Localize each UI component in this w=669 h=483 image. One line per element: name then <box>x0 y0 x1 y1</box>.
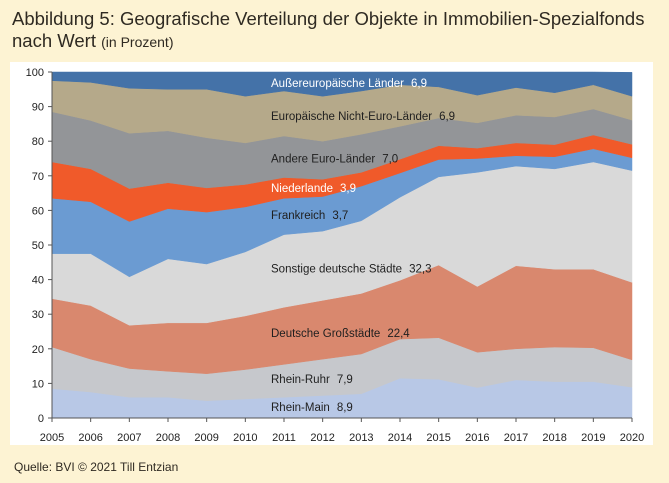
series-label: Niederlande 3,9 <box>271 183 356 195</box>
series-label-name: Rhein-Main <box>271 402 330 414</box>
series-label: Frankreich 3,7 <box>271 210 348 222</box>
series-label-value: 6,9 <box>411 78 427 90</box>
series-label-name: Außereuropäische Länder <box>271 78 404 90</box>
x-tick-label: 2007 <box>117 432 141 444</box>
series-label-name: Frankreich <box>271 210 325 222</box>
series-label: Deutsche Großstädte 22,4 <box>271 328 410 340</box>
x-tick-label: 2020 <box>620 432 644 444</box>
x-tick-label: 2008 <box>156 432 180 444</box>
area-außereuropäische-länder <box>51 71 633 97</box>
series-label-value: 32,3 <box>409 263 431 275</box>
x-tick-label: 2018 <box>542 432 566 444</box>
y-tick-label: 30 <box>32 309 44 321</box>
chart-title-unit: (in Prozent) <box>101 34 174 50</box>
x-tick-label: 2011 <box>272 432 296 444</box>
series-label: Andere Euro-Länder 7,0 <box>271 154 398 166</box>
x-tick-label: 2010 <box>233 432 257 444</box>
series-label-value: 3,7 <box>332 210 348 222</box>
series-label-value: 22,4 <box>387 328 410 340</box>
y-tick-label: 100 <box>26 67 44 79</box>
x-tick-label: 2012 <box>310 432 334 444</box>
series-label-value: 7,0 <box>382 154 398 166</box>
y-tick-label: 80 <box>32 136 44 148</box>
series-label-name: Europäische Nicht-Euro-Länder <box>271 111 432 123</box>
y-tick-label: 20 <box>32 344 44 356</box>
y-tick-label: 10 <box>32 378 44 390</box>
x-tick-label: 2016 <box>465 432 489 444</box>
series-label: Rhein-Main 8,9 <box>271 402 353 414</box>
x-tick-label: 2017 <box>504 432 528 444</box>
chart-title: Abbildung 5: Geografische Verteilung der… <box>12 8 645 51</box>
chart-title-block: Abbildung 5: Geografische Verteilung der… <box>12 8 662 53</box>
series-label: Rhein-Ruhr 7,9 <box>271 374 353 386</box>
x-tick-label: 2013 <box>349 432 373 444</box>
series-label-value: 7,9 <box>337 374 353 386</box>
series-label-name: Sonstige deutsche Städte <box>271 263 402 275</box>
y-tick-label: 0 <box>38 413 44 425</box>
x-tick-label: 2009 <box>194 432 218 444</box>
x-tick-label: 2005 <box>40 432 64 444</box>
series-label: Sonstige deutsche Städte 32,3 <box>271 263 431 275</box>
x-tick-label: 2006 <box>78 432 102 444</box>
series-label: Außereuropäische Länder 6,9 <box>271 78 427 90</box>
series-label-name: Niederlande <box>271 183 333 195</box>
x-tick-label: 2019 <box>581 432 605 444</box>
series-label-value: 6,9 <box>439 111 455 123</box>
series-label-value: 8,9 <box>337 402 353 414</box>
source-note: Quelle: BVI © 2021 Till Entzian <box>14 460 179 474</box>
y-tick-label: 50 <box>32 240 44 252</box>
series-label-name: Andere Euro-Länder <box>271 154 375 166</box>
series-label-name: Rhein-Ruhr <box>271 374 330 386</box>
y-tick-label: 90 <box>32 102 44 114</box>
series-label-name: Deutsche Großstädte <box>271 328 380 340</box>
series-label: Europäische Nicht-Euro-Länder 6,9 <box>271 111 455 123</box>
x-tick-label: 2015 <box>426 432 450 444</box>
y-tick-label: 60 <box>32 205 44 217</box>
x-tick-label: 2014 <box>388 432 412 444</box>
y-tick-label: 70 <box>32 171 44 183</box>
y-tick-label: 40 <box>32 275 44 287</box>
series-label-value: 3,9 <box>340 183 356 195</box>
